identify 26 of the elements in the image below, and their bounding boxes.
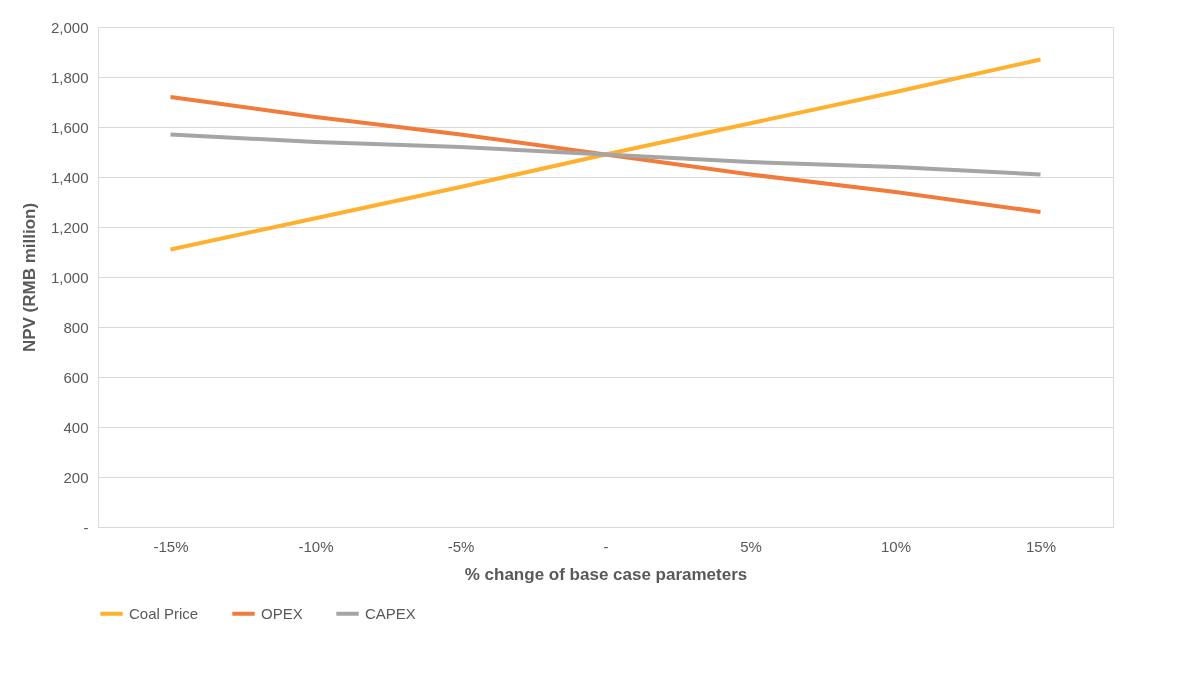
legend-label: Coal Price — [129, 604, 199, 622]
x-tick-label: -10% — [298, 537, 334, 555]
line-series — [168, 132, 1043, 177]
y-tick-label: 600 — [63, 368, 89, 386]
x-tick-label: 10% — [880, 537, 912, 555]
legend-label: CAPEX — [365, 604, 416, 622]
y-tick-label: 1,000 — [50, 268, 89, 286]
y-tick-label: 1,200 — [50, 218, 89, 236]
x-tick-label: 5% — [740, 537, 762, 555]
y-tick-label: - — [83, 518, 89, 536]
x-tick-label: 15% — [1025, 537, 1057, 555]
y-tick-label: 1,600 — [50, 118, 89, 136]
x-tick-label: -15% — [153, 537, 189, 555]
legend-label: OPEX — [261, 604, 303, 622]
x-axis-title: % change of base case parameters — [464, 564, 748, 584]
y-tick-label: 2,000 — [50, 18, 89, 36]
y-axis-title: NPV (RMB million) — [19, 202, 39, 353]
x-tick-label: - — [603, 537, 609, 555]
y-tick-label: 800 — [63, 318, 89, 336]
y-tick-label: 1,400 — [50, 168, 89, 186]
line-series — [168, 95, 1043, 214]
line-series — [168, 57, 1043, 252]
x-tick-label: -5% — [447, 537, 475, 555]
y-tick-label: 200 — [63, 468, 89, 486]
y-tick-label: 400 — [63, 418, 89, 436]
y-tick-label: 1,800 — [50, 68, 89, 86]
